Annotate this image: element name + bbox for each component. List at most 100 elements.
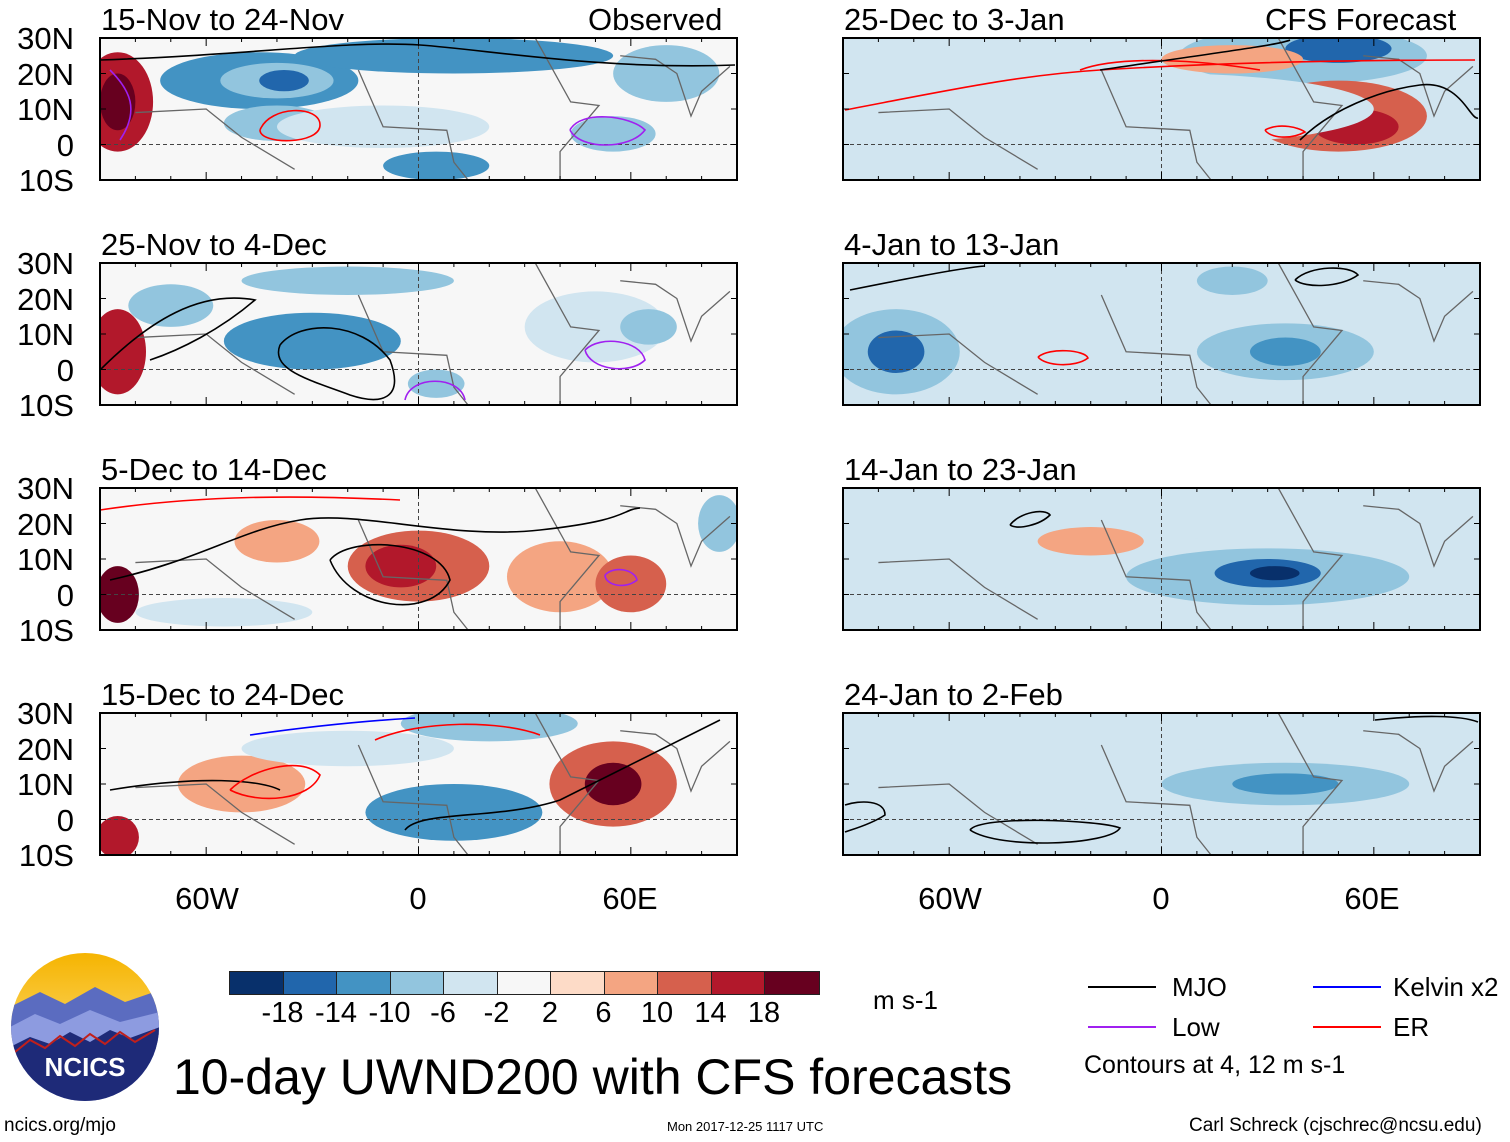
contour-line (109, 69, 132, 141)
contour-line (584, 340, 646, 370)
anomaly-region (135, 598, 313, 627)
colorbar-tick-label: 14 (694, 997, 727, 1029)
contour-line (100, 43, 736, 67)
anomaly-region (365, 784, 543, 841)
anomaly-region (843, 309, 960, 395)
colorbar-swatch (390, 972, 444, 994)
anomaly-region (1126, 548, 1410, 606)
contour-line (1294, 267, 1360, 287)
anomaly-region (365, 544, 437, 588)
lat-label: 20N (17, 731, 74, 767)
anomaly-region (1249, 80, 1427, 152)
colorbar-swatch (765, 972, 819, 994)
contour-line (844, 801, 886, 833)
contour-line (374, 723, 541, 741)
colorbar-tick-label: -14 (315, 997, 357, 1029)
anomaly-region (220, 62, 334, 99)
anomaly-region (613, 45, 720, 102)
anomaly-region (1313, 109, 1399, 145)
anomaly-region (698, 495, 737, 552)
panel-title: 14-Jan to 23-Jan (844, 452, 1077, 487)
anomaly-region (931, 737, 1109, 774)
colorbar-tick-label: 2 (541, 997, 559, 1029)
anomaly-region (584, 762, 642, 806)
contour-line (1374, 715, 1479, 723)
colorbar-tick-label: -6 (430, 997, 456, 1029)
panel-title: 24-Jan to 2-Feb (844, 677, 1063, 712)
colorbar-swatch (711, 972, 765, 994)
panel-title: 25-Dec to 3-Jan (844, 2, 1065, 37)
contour-line (1099, 39, 1291, 71)
anomaly-region (100, 73, 136, 131)
lon-label-left-60e: 60E (602, 881, 658, 916)
colorbar-swatch (551, 972, 605, 994)
colorbar (229, 971, 820, 995)
anomaly-region (949, 270, 1233, 313)
lat-label: 10N (17, 542, 74, 577)
contour-line (100, 496, 401, 511)
colorbar-tick-label: -2 (483, 997, 510, 1029)
contour-line (1299, 83, 1479, 141)
colorbar-tick-label: 18 (747, 997, 781, 1029)
colorbar-units: m s-1 (873, 985, 938, 1015)
anomaly-region (549, 741, 677, 827)
legend-line-kelvin (1313, 986, 1381, 988)
anomaly-region (177, 755, 306, 813)
lat-label: 0 (56, 802, 74, 838)
anomaly-region (241, 730, 454, 767)
colorbar-swatch (658, 972, 712, 994)
colorbar-tick-label: -18 (261, 997, 304, 1029)
lon-label-left-0: 0 (409, 881, 427, 916)
anomaly-region (100, 309, 146, 395)
anomaly-region (506, 541, 614, 613)
contour-line (1079, 59, 1261, 71)
lon-label-right-60w: 60W (918, 881, 982, 916)
anomaly-region (595, 555, 667, 613)
anomaly-region (1196, 323, 1374, 381)
contour-line (229, 764, 321, 800)
observed-label: Observed (588, 2, 723, 37)
anomaly-region (223, 105, 331, 141)
contour-line (109, 779, 281, 791)
anomaly-region (294, 38, 614, 74)
anomaly-region (966, 126, 1144, 163)
anomaly-region (867, 330, 925, 374)
lat-label: 30N (17, 696, 74, 731)
anomaly-region (241, 266, 454, 295)
anomaly-region (949, 73, 1374, 145)
anomaly-region (1249, 566, 1300, 581)
panel-title: 15-Nov to 24-Nov (101, 2, 344, 37)
lat-label: 20N (17, 506, 74, 542)
lat-label: 30N (17, 21, 74, 56)
lat-label: 10S (18, 613, 74, 648)
logo-text: NCICS (45, 1052, 126, 1082)
colorbar-swatch (444, 972, 498, 994)
legend-label-mjo: MJO (1172, 972, 1227, 1002)
colorbar-swatch (497, 972, 551, 994)
lat-label: 0 (56, 352, 74, 388)
contour-note: Contours at 4, 12 m s-1 (1084, 1051, 1346, 1079)
panel-title: 5-Dec to 14-Dec (101, 452, 327, 487)
lat-label: 10N (17, 317, 74, 352)
contour-line (404, 380, 466, 401)
contour-line (1009, 510, 1052, 528)
lon-label-left-60w: 60W (175, 881, 239, 916)
anomaly-region (1161, 762, 1410, 806)
anomaly-region (160, 52, 359, 109)
anomaly-region (1161, 45, 1304, 74)
colorbar-tick-label: 10 (640, 997, 674, 1029)
anomaly-region (223, 312, 401, 370)
anomaly-region (1232, 773, 1339, 795)
lat-label: 10S (18, 163, 74, 198)
colorbar-swatch (337, 972, 391, 994)
contour-line (277, 327, 396, 401)
anomaly-region (128, 284, 214, 327)
anomaly-region (1285, 38, 1392, 63)
panel-title: 15-Dec to 24-Dec (101, 677, 344, 712)
anomaly-region (1020, 748, 1480, 820)
lat-label: 0 (56, 127, 74, 163)
cfs-forecast-label: CFS Forecast (1265, 2, 1457, 37)
contour-line (404, 719, 721, 831)
anomaly-region (100, 815, 139, 855)
colorbar-tick-label: -10 (368, 997, 411, 1029)
